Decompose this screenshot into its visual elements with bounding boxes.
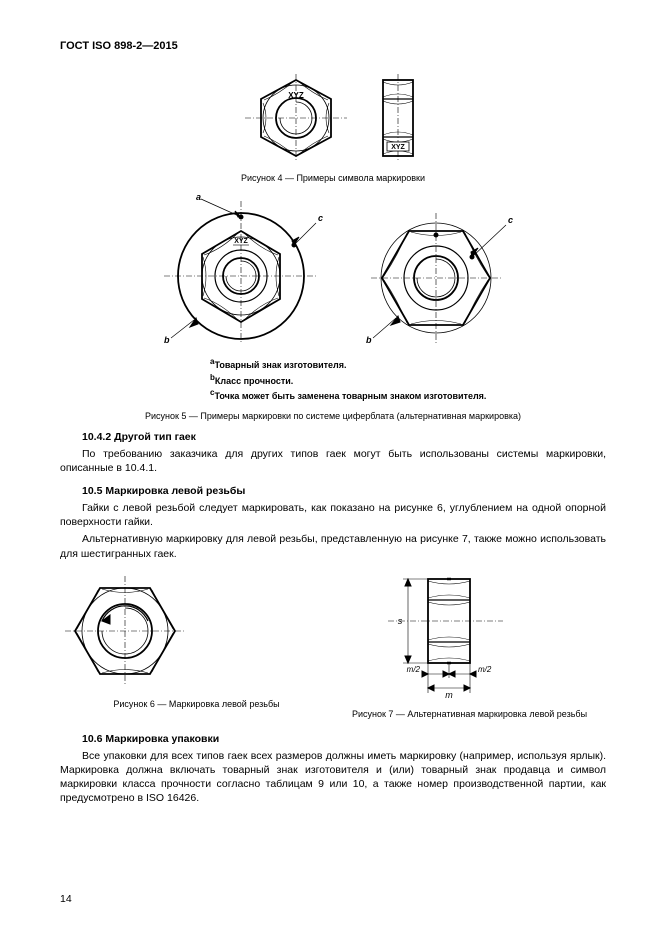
fig7-dim-m: m [445, 690, 453, 700]
section-10-6-p1: Все упаковки для всех типов гаек всех ра… [60, 749, 606, 806]
fig7-dim-s: s [398, 616, 403, 626]
page-number: 14 [60, 893, 72, 905]
figure-6 [60, 571, 190, 691]
fig6-caption: Рисунок 6 — Маркировка левой резьбы [60, 699, 333, 709]
section-10-5-p2: Альтернативную маркировку для левой резь… [60, 532, 606, 560]
fig5-label-c-1: c [318, 213, 323, 223]
figure-7: s m/2 m/2 m [333, 571, 503, 701]
fig5-plain-nut: c b [361, 193, 521, 348]
fig7-dim-m2l: m/2 [407, 665, 421, 674]
fig7-dim-m2r: m/2 [478, 665, 492, 674]
doc-header: ГОСТ ISO 898-2—2015 [60, 40, 606, 52]
section-10-4-2-title: 10.4.2 Другой тип гаек [82, 431, 606, 443]
section-10-5-p1: Гайки с левой резьбой следует маркироват… [60, 501, 606, 529]
fig4-xyz-side: XYZ [391, 144, 405, 151]
figure-4: XYZ XYZ [60, 70, 606, 165]
fig5-notes: aТоварный знак изготовителя. bКласс проч… [210, 356, 606, 403]
fig7-caption: Рисунок 7 — Альтернативная маркировка ле… [333, 709, 606, 719]
section-10-4-2-p1: По требованию заказчика для других типов… [60, 447, 606, 475]
fig4-side-view: XYZ [371, 70, 426, 165]
fig5-label-b-1: b [164, 335, 170, 345]
fig5-label-b-2: b [366, 335, 372, 345]
fig5-caption: Рисунок 5 — Примеры маркировки по систем… [60, 411, 606, 421]
fig4-xyz-label: XYZ [288, 91, 304, 100]
section-10-6-title: 10.6 Маркировка упаковки [82, 733, 606, 745]
fig5-washer-nut: a c b XYZ [146, 193, 326, 348]
page: ГОСТ ISO 898-2—2015 [0, 0, 661, 935]
figures-6-7: Рисунок 6 — Маркировка левой резьбы [60, 571, 606, 719]
section-10-5-title: 10.5 Маркировка левой резьбы [82, 485, 606, 497]
figure-5: a c b XYZ [60, 193, 606, 348]
fig5-xyz: XYZ [234, 238, 248, 245]
fig5-label-a: a [196, 193, 201, 202]
fig4-caption: Рисунок 4 — Примеры символа маркировки [60, 173, 606, 183]
fig4-front-view: XYZ [241, 70, 351, 165]
fig5-label-c-2: c [508, 215, 513, 225]
